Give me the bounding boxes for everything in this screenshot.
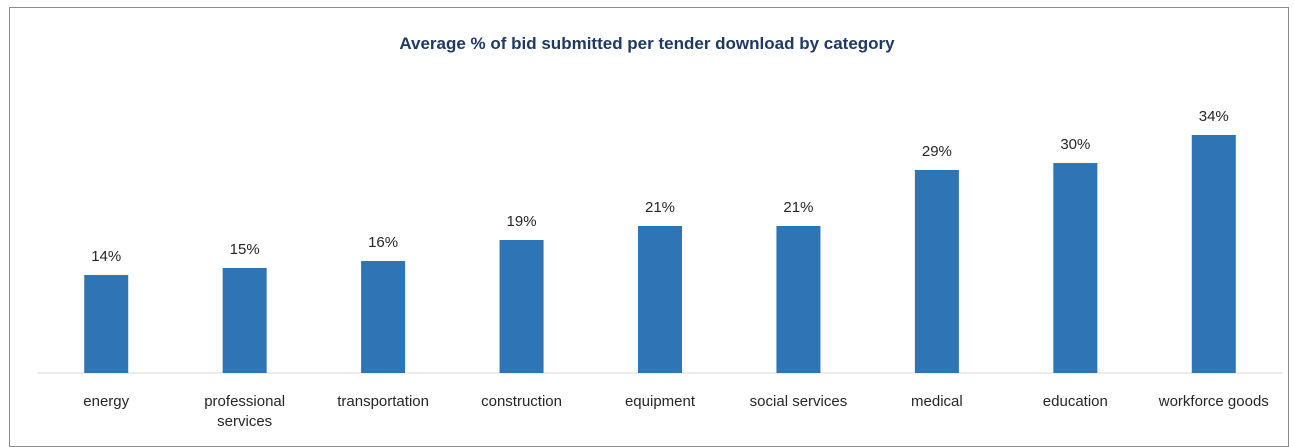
bar-1 xyxy=(222,268,267,373)
category-label-0: energy xyxy=(83,393,129,410)
data-label-3: 19% xyxy=(507,213,537,230)
data-label-5: 21% xyxy=(783,199,813,216)
bar-5 xyxy=(776,226,821,373)
category-label-7: education xyxy=(1043,393,1108,410)
data-label-8: 34% xyxy=(1199,108,1229,125)
data-label-4: 21% xyxy=(645,199,675,216)
data-label-6: 29% xyxy=(922,143,952,160)
category-label-1: professional services xyxy=(204,393,285,430)
bar-4 xyxy=(638,226,682,373)
chart-title: Average % of bid submitted per tender do… xyxy=(399,34,895,53)
category-label-6: medical xyxy=(911,393,963,410)
bar-3 xyxy=(499,240,544,373)
data-label-2: 16% xyxy=(368,234,398,251)
category-label-3: construction xyxy=(481,393,562,410)
category-label-5: social services xyxy=(750,393,848,410)
category-label-4: equipment xyxy=(625,393,696,410)
category-label-8: workforce goods xyxy=(1158,393,1269,410)
bar-7 xyxy=(1053,163,1098,373)
category-label-2: transportation xyxy=(337,393,429,410)
bar-8 xyxy=(1191,135,1236,373)
bar-chart: 14% energy 15% professional services 16% trans… xyxy=(37,108,1283,430)
data-label-7: 30% xyxy=(1060,136,1090,153)
bar-6 xyxy=(914,170,959,373)
bar-2 xyxy=(361,261,406,373)
bar-0 xyxy=(84,275,129,373)
data-label-0: 14% xyxy=(91,248,121,265)
data-label-1: 15% xyxy=(230,241,260,258)
